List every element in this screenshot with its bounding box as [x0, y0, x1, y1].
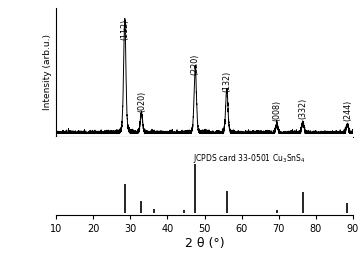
- Text: (112): (112): [120, 19, 129, 40]
- Text: (244): (244): [343, 100, 352, 121]
- Text: (008): (008): [272, 100, 281, 121]
- Y-axis label: Intensity (arb.u.): Intensity (arb.u.): [43, 34, 52, 110]
- Text: (332): (332): [298, 98, 307, 119]
- Text: (020): (020): [137, 91, 146, 112]
- Text: (132): (132): [222, 71, 231, 92]
- Text: (220): (220): [191, 54, 200, 75]
- X-axis label: 2 θ (°): 2 θ (°): [185, 237, 224, 250]
- Text: JCPDS card 33-0501 Cu$_3$SnS$_4$: JCPDS card 33-0501 Cu$_3$SnS$_4$: [193, 152, 306, 165]
